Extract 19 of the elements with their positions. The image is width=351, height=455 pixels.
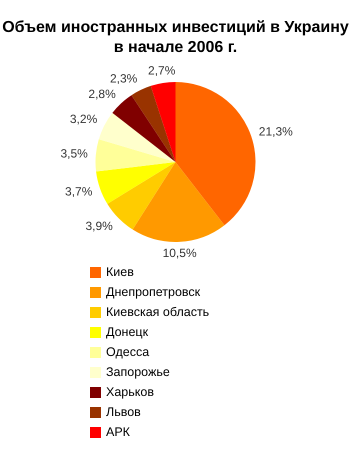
data-label: 3,5% <box>60 146 88 161</box>
chart-title: Объем иностранных инвестиций в Украину в начале 2006 г. <box>1 18 350 58</box>
data-label: 3,2% <box>70 112 98 126</box>
legend-label: АРК <box>106 425 130 439</box>
data-label: 10,5% <box>162 246 197 260</box>
data-label: 2,3% <box>110 71 138 86</box>
legend-label: Харьков <box>106 385 154 399</box>
legend-label: Донецк <box>106 325 148 339</box>
legend-label: Запорожье <box>106 365 170 379</box>
data-label: 3,7% <box>65 184 93 199</box>
legend-label: Киевская область <box>106 305 210 319</box>
legend-label: Киев <box>106 265 134 279</box>
data-label: 2,8% <box>88 86 116 101</box>
data-label: 3,9% <box>85 218 114 233</box>
legend-label: Одесса <box>106 345 150 359</box>
data-label: 21,3% <box>258 124 294 139</box>
legend-label: Днепропетровск <box>106 285 200 299</box>
legend-label: Львов <box>106 405 141 419</box>
data-label: 2,7% <box>148 63 176 78</box>
